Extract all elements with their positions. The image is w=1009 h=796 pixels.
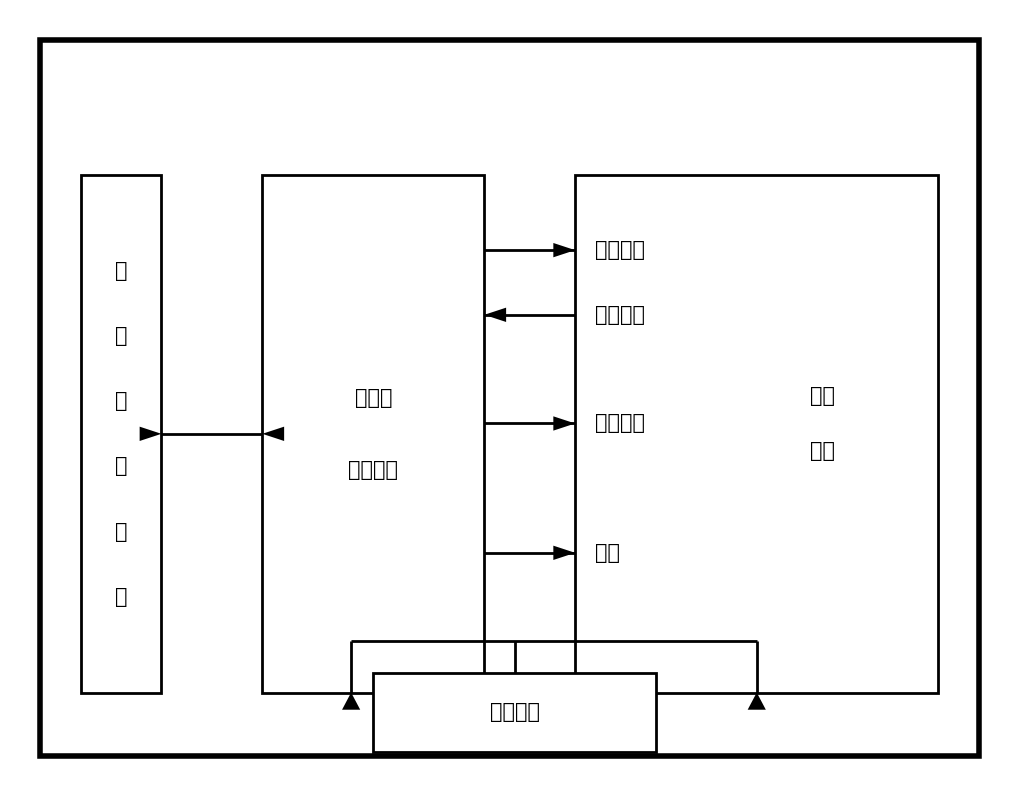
Text: 片: 片 [115, 326, 127, 346]
Text: 存储: 存储 [809, 385, 834, 406]
Polygon shape [262, 427, 285, 441]
Text: 存储器: 存储器 [354, 388, 393, 408]
Text: 数据输入: 数据输入 [595, 240, 646, 260]
Polygon shape [484, 307, 507, 322]
Text: 接: 接 [115, 391, 127, 412]
Bar [373, 673, 656, 752]
Text: 地址: 地址 [595, 543, 621, 563]
Text: 单元: 单元 [809, 441, 834, 462]
Polygon shape [553, 416, 575, 431]
Polygon shape [139, 427, 161, 441]
Text: 路: 路 [115, 587, 127, 607]
Text: 数据输出: 数据输出 [595, 305, 646, 325]
Polygon shape [748, 693, 766, 710]
Text: 口: 口 [115, 456, 127, 477]
Bar [575, 175, 938, 693]
Text: 控制逻辑: 控制逻辑 [348, 459, 399, 480]
Polygon shape [342, 693, 360, 710]
Text: 芯: 芯 [115, 260, 127, 281]
Polygon shape [553, 243, 575, 257]
Text: 读写控制: 读写控制 [595, 413, 646, 434]
Bar [81, 175, 161, 693]
Polygon shape [553, 546, 575, 560]
Text: 复位电路: 复位电路 [489, 702, 540, 723]
Bar [262, 175, 484, 693]
Text: 电: 电 [115, 521, 127, 542]
